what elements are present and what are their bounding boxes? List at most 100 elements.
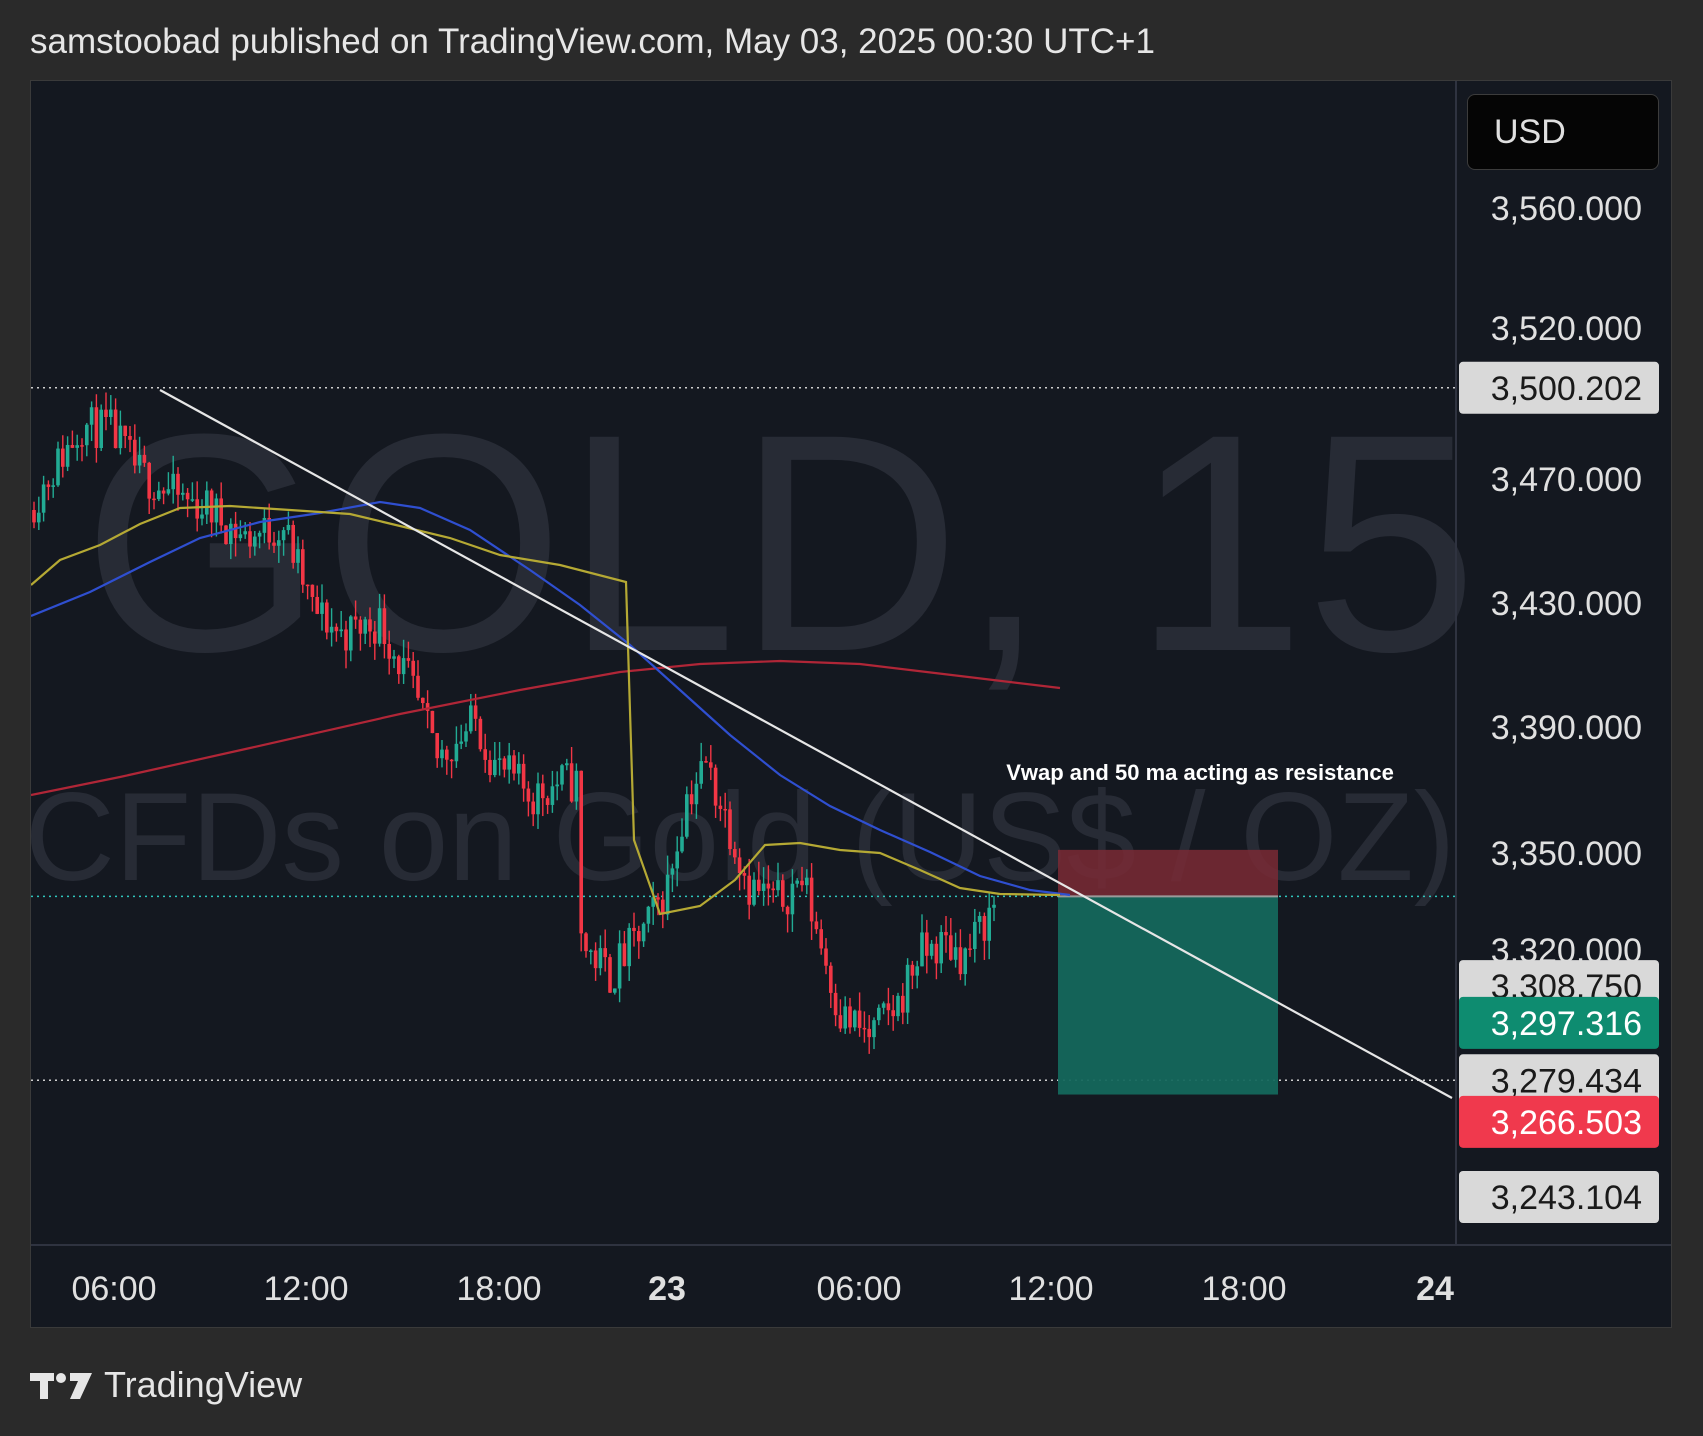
- candle-body: [785, 906, 790, 915]
- candle-body: [41, 484, 46, 513]
- candle-body: [387, 644, 391, 659]
- candle-body: [781, 880, 785, 907]
- candle-body: [689, 794, 694, 805]
- candle-body: [305, 584, 310, 587]
- price-label-box: [1459, 1095, 1659, 1148]
- candle-body: [579, 770, 583, 934]
- ma50-line: [31, 500, 1071, 897]
- candle-body: [497, 758, 502, 760]
- candle-body: [809, 877, 814, 922]
- candle-body: [425, 703, 430, 711]
- candle-body: [401, 658, 406, 675]
- candle-body: [373, 631, 377, 644]
- candle-body: [737, 857, 742, 874]
- candle-body: [613, 988, 617, 993]
- candle-body: [190, 499, 195, 501]
- candle-body: [949, 935, 953, 960]
- candle-body: [641, 923, 646, 942]
- candle-body: [771, 888, 775, 891]
- candle-body: [536, 783, 540, 815]
- candle-body: [253, 536, 257, 547]
- candle-body: [181, 492, 185, 495]
- candle-body: [358, 619, 363, 634]
- time-tick-label: 06:00: [71, 1270, 156, 1308]
- candle-body: [166, 489, 171, 494]
- candle-body: [550, 786, 555, 805]
- candle-body: [939, 932, 943, 964]
- candle-body: [637, 931, 641, 942]
- candle-body: [593, 950, 598, 969]
- candle-body: [325, 602, 329, 633]
- candle-body: [944, 932, 948, 936]
- candle-body: [157, 490, 161, 500]
- candle-body: [382, 608, 387, 645]
- candle-body: [541, 783, 545, 799]
- currency-selector[interactable]: USD: [1467, 94, 1659, 170]
- take-profit-zone[interactable]: [1058, 896, 1278, 1095]
- candle-body: [589, 950, 593, 952]
- candle-body: [214, 498, 219, 523]
- candle-body: [512, 755, 516, 774]
- candle-body: [281, 530, 286, 541]
- price-tick-label: 3,470.000: [1491, 461, 1642, 499]
- candle-body: [493, 759, 497, 776]
- candle-body: [829, 965, 833, 993]
- candle-body: [694, 783, 699, 805]
- price-label-box: [1459, 1054, 1659, 1107]
- time-scale[interactable]: 06:00 12:00 18:00 23 06:00 12:00 18:00 24: [71, 1270, 1454, 1308]
- candle-body: [910, 964, 915, 976]
- candle-body: [459, 741, 463, 744]
- candle-body: [646, 906, 651, 924]
- candle-body: [411, 660, 415, 676]
- stop-loss-zone[interactable]: [1058, 849, 1278, 897]
- candle-body: [795, 880, 799, 884]
- candle-body: [862, 1027, 867, 1030]
- candle-body: [133, 439, 137, 466]
- candle-body: [915, 966, 919, 976]
- candle-body: [478, 718, 483, 750]
- candle-body: [584, 933, 588, 952]
- candle-body: [670, 868, 675, 875]
- candle-body: [363, 619, 367, 634]
- candle-body: [61, 448, 65, 467]
- chart-annotation[interactable]: Vwap and 50 ma acting as resistance: [1006, 760, 1394, 785]
- candle-body: [37, 512, 41, 523]
- candle-body: [761, 883, 766, 891]
- candle-body: [867, 1028, 871, 1038]
- candle-body: [416, 675, 420, 698]
- ma200-line: [31, 659, 1061, 797]
- price-label-box: [1459, 361, 1659, 414]
- candle-body: [574, 770, 579, 802]
- candle-body: [286, 524, 291, 531]
- candle-body: [656, 897, 660, 900]
- candle-body: [449, 759, 454, 762]
- price-label-text: 3,279.434: [1491, 1062, 1642, 1100]
- price-label-box: [1459, 1171, 1659, 1223]
- candle-body: [195, 499, 199, 519]
- candle-body: [603, 948, 607, 958]
- candle-body: [982, 916, 987, 941]
- candle-body: [397, 656, 401, 675]
- price-tick-label: 3,350.000: [1491, 835, 1642, 873]
- candle-body: [886, 1003, 891, 1011]
- candle-body: [46, 484, 51, 487]
- candle-body: [968, 948, 972, 950]
- candle-body: [296, 549, 300, 563]
- candle-body: [65, 444, 70, 467]
- candle-body: [109, 409, 113, 418]
- candle-body: [85, 424, 89, 446]
- trendline[interactable]: [159, 389, 1453, 1099]
- chart-frame[interactable]: [30, 80, 1672, 1328]
- candle-body: [152, 498, 156, 501]
- time-tick-label: 12:00: [1008, 1270, 1093, 1308]
- candle-body: [161, 490, 166, 494]
- candle-body: [147, 462, 151, 499]
- candle-body: [118, 425, 123, 449]
- price-scale[interactable]: 3,560.000 3,520.000 3,470.000 3,430.000 3,39…: [1491, 190, 1642, 970]
- candle-body: [963, 948, 967, 975]
- candle-body: [824, 948, 828, 966]
- footer-brand: TradingView: [30, 1360, 302, 1410]
- price-tick-label: 3,390.000: [1491, 709, 1642, 747]
- candle-body: [881, 1003, 886, 1008]
